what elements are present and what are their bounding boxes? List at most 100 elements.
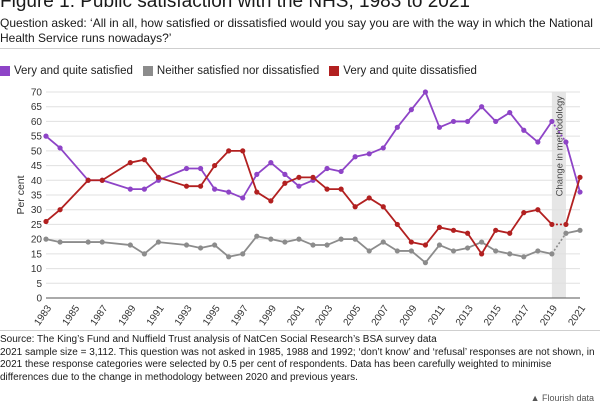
data-point [43,218,49,225]
data-point [85,177,91,183]
y-tick-label: 25 [31,220,43,231]
x-tick-label: 2019 [538,303,560,328]
y-tick-label: 5 [36,279,42,290]
data-point [324,242,330,248]
methodology-annotation: Change in methodology [554,96,565,197]
data-point [268,198,274,204]
data-point [563,230,569,236]
data-point [57,207,63,213]
legend-label-neither: Neither satisfied nor dissatisfied [156,65,320,77]
y-tick-label: 35 [31,191,43,202]
data-point [577,227,583,233]
data-point [240,195,246,201]
flourish-credit[interactable]: ▲ Flourish data [530,393,594,403]
data-point [324,165,330,172]
source-line: Source: The King’s Fund and Nuffield Tru… [0,334,437,345]
data-point [422,89,429,95]
data-point [85,239,91,245]
series-connector-0 [551,120,567,143]
line-chart: 0 5 10 15 20 25 30 35 40 45 50 55 60 65 70 1983 1985 1987… [15,88,588,328]
data-point [268,236,274,242]
y-tick-label: 65 [31,102,43,113]
data-point [366,248,372,254]
data-point [450,248,457,254]
data-point [507,230,513,236]
data-point [493,248,499,254]
data-point [464,230,471,236]
x-tick-label: 2009 [398,303,420,328]
data-point [535,207,541,213]
x-tick-label: 2003 [313,303,335,328]
data-point [366,195,372,201]
x-tick-label: 1997 [229,303,251,328]
legend-label-satisfied: Very and quite satisfied [14,65,133,77]
y-tick-label: 40 [31,176,43,187]
data-point [43,236,49,242]
data-point [296,236,302,242]
x-tick-label: 2005 [342,303,364,328]
data-point [352,204,358,210]
data-point [254,171,260,177]
legend-item-satisfied[interactable]: Very and quite satisfied [0,65,133,77]
data-point [366,151,372,157]
x-tick-label: 2011 [426,303,448,327]
legend-item-neither[interactable]: Neither satisfied nor dissatisfied [142,65,320,77]
data-point [155,174,162,180]
legend-label-dissatisfied: Very and quite dissatisfied [343,65,477,77]
data-point [254,233,260,239]
data-point [282,180,288,186]
data-point [226,189,232,195]
source-notes: Source: The King’s Fund and Nuffield Tru… [0,334,596,384]
data-point [521,210,527,216]
data-point [254,189,260,195]
data-point [380,145,386,151]
data-point [507,251,513,257]
data-point [197,245,204,251]
legend-item-dissatisfied[interactable]: Very and quite dissatisfied [329,65,477,77]
y-tick-label: 30 [31,205,43,216]
data-point [226,148,232,154]
data-point [197,183,204,189]
chart-title: Figure 1: Public satisfaction with the N… [0,0,470,12]
data-point [479,251,485,257]
x-tick-label: 1987 [89,303,111,328]
legend-swatch-dissatisfied [329,66,340,76]
data-point [450,118,457,125]
data-point [507,110,513,116]
data-point [450,227,457,233]
y-tick-label: 20 [31,235,43,246]
y-tick-label: 10 [31,264,43,275]
data-point [479,239,485,245]
data-point [464,245,471,251]
x-tick-label: 1989 [117,303,139,328]
data-point [240,148,246,154]
data-point [268,160,274,166]
data-point [141,157,147,163]
data-point [493,118,499,125]
data-point [296,183,302,189]
x-tick-label: 2013 [454,303,476,328]
legend-swatch-neither [142,66,153,76]
y-tick-label: 60 [31,117,43,128]
data-point [183,183,190,189]
data-point [310,242,316,248]
data-point [127,186,133,192]
data-point [436,124,443,130]
data-point [310,174,316,180]
data-point [535,248,541,254]
data-point [436,224,443,230]
data-point [549,221,555,228]
chart-legend: Very and quite satisfied Neither satisfi… [0,65,487,77]
data-point [296,174,302,180]
series-connector-1 [551,232,567,255]
data-point [183,165,190,172]
data-point [380,239,386,245]
data-point [183,242,190,248]
data-point [99,177,105,183]
x-tick-label: 1983 [32,303,54,328]
data-point [57,145,63,151]
data-point [493,227,499,233]
data-point [535,139,541,145]
data-point [352,154,358,160]
data-point [282,171,288,177]
